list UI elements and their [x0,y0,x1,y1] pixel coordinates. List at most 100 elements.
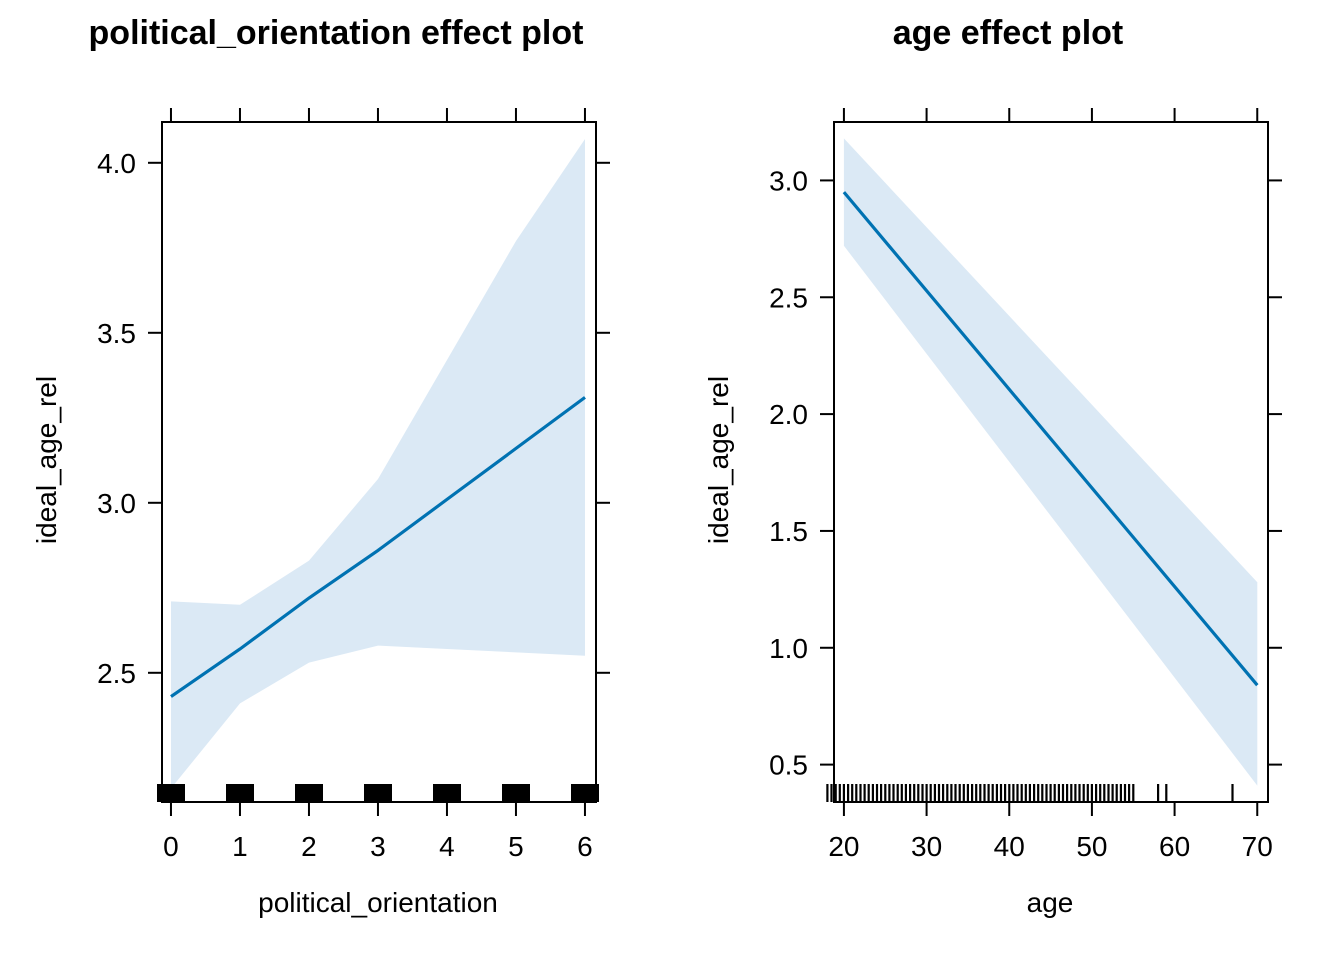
age-rug-mark [971,784,974,802]
age-rug-mark [1012,784,1015,802]
age-rug-mark [991,784,994,802]
age-rug-mark [855,784,858,802]
age-rug-mark [900,784,903,802]
age-y-tick-label: 2.5 [769,282,808,313]
age-rug-mark [867,784,870,802]
political-orientation-x-axis-label: political_orientation [258,887,498,918]
political-orientation-y-tick-label: 4.0 [97,148,136,179]
age-rug-mark [1078,784,1081,802]
age-x-tick-label: 20 [828,831,859,862]
age-x-axis-label: age [1027,887,1074,918]
political-orientation-rug-mark [433,784,461,802]
age-rug-mark [975,784,978,802]
age-rug-mark [880,784,883,802]
political-orientation-x-tick-label: 2 [301,831,317,862]
age-rug-mark [842,784,845,802]
age-rug-mark [1066,784,1069,802]
age-rug-mark [896,784,899,802]
age-rug-mark [1107,784,1110,802]
political-orientation-plot-frame [161,121,597,803]
age-y-axis-label: ideal_age_rel [703,376,734,544]
age-rug-mark [917,784,920,802]
age-rug-mark [937,784,941,802]
age-rug-mark [1028,784,1031,802]
age-rug-mark [1008,784,1011,802]
age-rug-mark [826,784,829,802]
age-rug-mark [1061,784,1065,802]
age-rug-mark [1037,784,1040,802]
age-rug-mark [1004,784,1007,802]
political-orientation-y-tick-label: 3.5 [97,318,136,349]
age-rug-mark [995,784,998,802]
age-rug-mark [979,784,982,802]
political-orientation-rug-mark [364,784,392,802]
age-rug-mark [929,784,932,802]
age-rug-mark [1020,784,1023,802]
age-rug-mark [1033,784,1036,802]
political-orientation-x-tick-label: 5 [508,831,524,862]
political-orientation-effect-panel: political_orientation effect plot politi… [31,14,610,918]
age-rug-mark [1119,784,1122,802]
age-rug-mark [1123,784,1127,802]
political-orientation-rug-mark [226,784,254,802]
political-orientation-x-tick-label: 1 [232,831,248,862]
age-rug-mark [999,784,1003,802]
age-rug-mark [1165,784,1168,802]
age-y-tick-label: 3.0 [769,165,808,196]
age-x-tick-label: 30 [911,831,942,862]
age-rug-mark [913,784,916,802]
age-plot-frame [833,121,1269,803]
political-orientation-rug-mark [502,784,530,802]
age-rug-mark [942,784,945,802]
age-rug-mark [1090,784,1093,802]
age-plot-title: age effect plot [893,14,1123,52]
age-rug-mark [1049,784,1052,802]
political-orientation-x-tick-label: 3 [370,831,386,862]
age-rug-mark [1070,784,1073,802]
age-rug-mark [1074,784,1077,802]
political-orientation-rug-mark [295,784,323,802]
age-confidence-band [843,138,1258,786]
age-x-tick-label: 50 [1076,831,1107,862]
political-orientation-rug-mark [157,784,185,802]
age-rug-mark [875,784,879,802]
age-rug-mark [1041,784,1044,802]
age-rug-mark [847,784,850,802]
age-effect-line [842,191,1259,687]
political-orientation-y-axis-label: ideal_age_rel [31,376,62,544]
age-rug-mark [1016,784,1019,802]
age-rug-mark [921,784,924,802]
age-rug-mark [933,784,936,802]
age-rug-mark [1057,784,1060,802]
age-rug-mark [950,784,953,802]
age-rug-mark [904,784,907,802]
age-rug-mark [987,784,990,802]
age-rug-mark [863,784,866,802]
age-rug-mark [884,784,887,802]
political-orientation-x-tick-label: 6 [577,831,593,862]
political-orientation-y-tick-label: 2.5 [97,658,136,689]
age-rug-mark [851,784,854,802]
political-orientation-y-tick-label: 3.0 [97,488,136,519]
age-rug-mark [1157,784,1160,802]
age-x-tick-label: 40 [994,831,1025,862]
political-orientation-rug-mark [571,784,599,802]
age-rug-mark [958,784,961,802]
age-y-tick-label: 1.0 [769,633,808,664]
age-x-tick-label: 70 [1242,831,1273,862]
age-rug-mark [859,784,862,802]
age-rug-mark [1045,784,1048,802]
age-rug-mark [838,784,841,802]
age-rug-mark [1111,784,1114,802]
political-orientation-x-tick-label: 4 [439,831,455,862]
age-rug-mark [954,784,957,802]
age-rug-mark [966,784,969,802]
age-y-tick-label: 1.5 [769,516,808,547]
age-rug-mark [909,784,912,802]
age-effect-panel: age effect plot age ideal_age_rel 20 30 40… [703,14,1282,918]
age-rug-mark [983,784,986,802]
age-y-tick-label: 0.5 [769,750,808,781]
age-rug-mark [871,784,874,802]
political-orientation-confidence-band [171,139,585,789]
